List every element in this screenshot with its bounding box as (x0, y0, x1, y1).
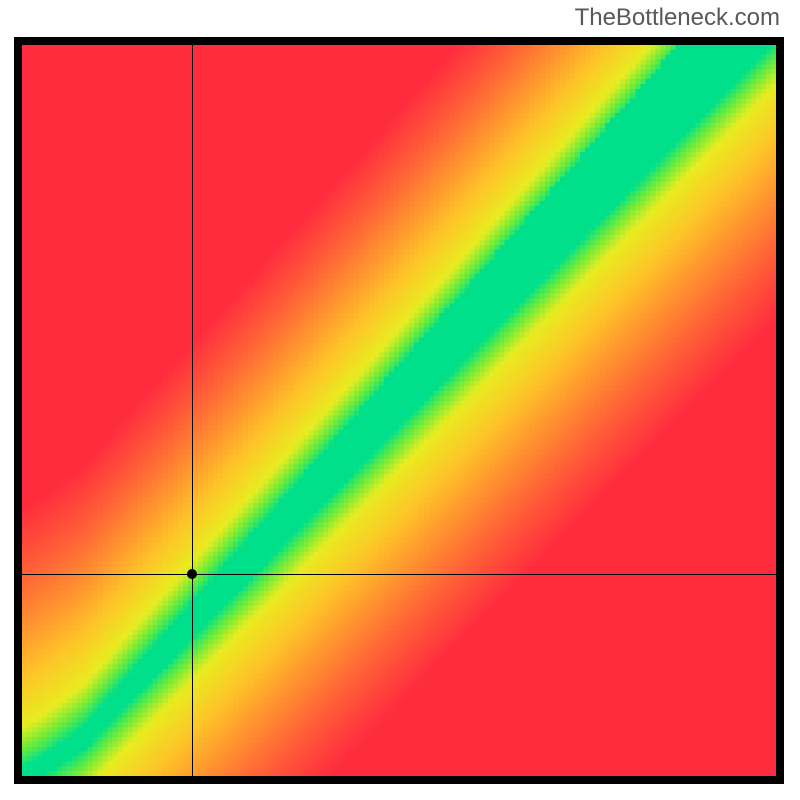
crosshair-point (187, 569, 197, 579)
plot-inner (22, 45, 776, 776)
chart-container: TheBottleneck.com (0, 0, 800, 800)
heatmap-canvas (22, 45, 776, 776)
crosshair-horizontal (22, 574, 776, 575)
plot-frame (14, 37, 784, 784)
watermark-text: TheBottleneck.com (575, 4, 780, 32)
crosshair-vertical (192, 45, 193, 776)
